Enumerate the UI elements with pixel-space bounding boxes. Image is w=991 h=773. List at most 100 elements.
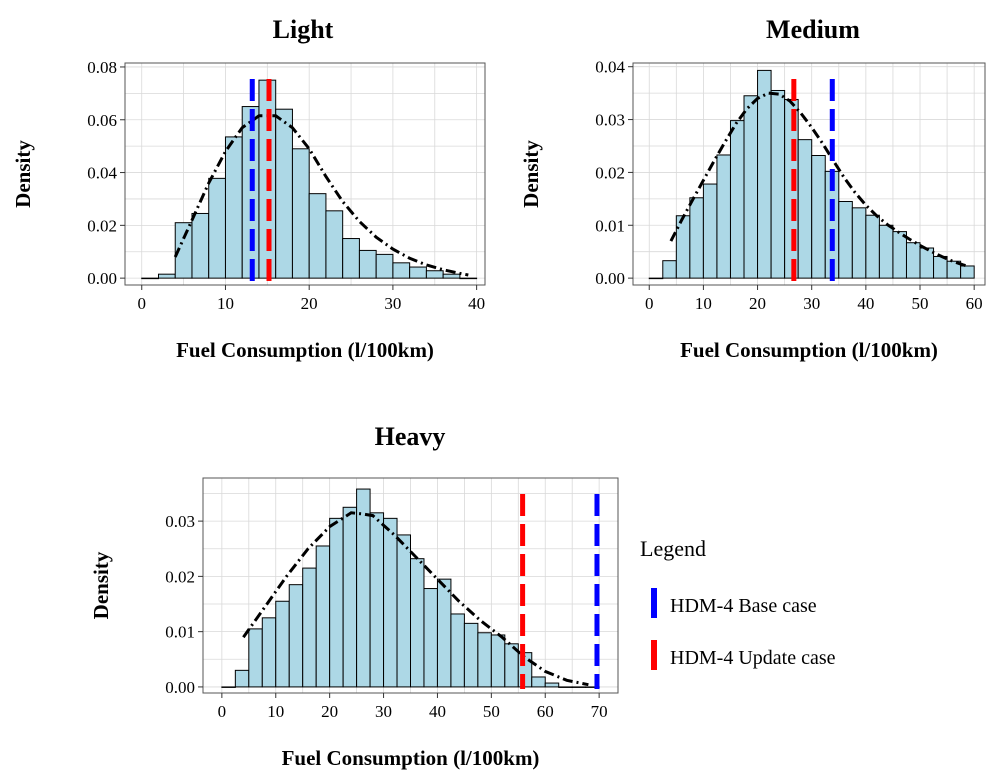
medium-panel: 0 10 20 30 40 50 60 0.00 0.01 0.02 0.03 0.04 Medium F… [519, 15, 986, 362]
medium-bars [648, 69, 975, 280]
medium-x-tick-label: 30 [803, 294, 820, 313]
legend: Legend HDM-4 Base case HDM-4 Update case [640, 536, 836, 670]
heavy-x-axis-label: Fuel Consumption (l/100km) [282, 746, 540, 770]
medium-histogram-bar [811, 155, 826, 279]
medium-histogram-bar [892, 231, 907, 279]
heavy-histogram-bar [342, 506, 358, 688]
light-histogram-bar [224, 136, 243, 279]
medium-y-tick-label: 0.04 [595, 58, 625, 77]
heavy-panel: 0 10 20 30 40 50 60 70 0.00 0.01 0.02 0.03 Heavy Fuel… [89, 422, 619, 770]
heavy-histogram-bar [329, 517, 344, 688]
medium-x-tick-label: 20 [749, 294, 766, 313]
heavy-x-tick-label: 0 [218, 702, 227, 721]
light-histogram-bar [375, 253, 394, 279]
medium-y-tick-label: 0.01 [595, 216, 625, 235]
light-x-tick-label: 30 [384, 294, 401, 313]
light-histogram-bar [275, 108, 293, 279]
heavy-histogram-bar [302, 567, 317, 688]
heavy-histogram-bar [463, 622, 479, 688]
legend-swatch-base [651, 588, 657, 618]
heavy-histogram-bar [288, 584, 304, 688]
heavy-histogram-bar [396, 534, 411, 688]
light-histogram-bar [141, 277, 159, 280]
medium-histogram-bar [689, 197, 704, 279]
light-y-tick-label: 0.06 [87, 111, 117, 130]
medium-histogram-bar [662, 260, 677, 279]
light-x-tick-label: 0 [137, 294, 146, 313]
heavy-histogram-bar [571, 686, 587, 688]
medium-histogram-bar [865, 214, 880, 279]
heavy-y-tick-label: 0.03 [165, 512, 195, 531]
medium-x-tick-label: 10 [695, 294, 712, 313]
heavy-histogram-bar [248, 628, 263, 688]
heavy-density-curve [242, 511, 589, 687]
medium-histogram-bar [933, 255, 948, 279]
heavy-histogram-bar [490, 634, 506, 688]
medium-histogram-bar [757, 69, 772, 279]
heavy-histogram-bar [544, 682, 560, 688]
medium-histogram-bar [743, 95, 759, 279]
heavy-x-tick-label: 40 [429, 702, 446, 721]
medium-title: Medium [766, 15, 860, 44]
medium-panel-border [632, 62, 986, 286]
light-histogram-bar [392, 262, 411, 279]
light-title: Light [273, 15, 334, 44]
heavy-histogram-bar [356, 488, 371, 688]
heavy-y-tick-label: 0.01 [165, 623, 195, 642]
heavy-histogram-bar [315, 545, 331, 688]
light-bars [141, 79, 478, 280]
light-histogram-bar [459, 277, 478, 280]
medium-y-axis-label: Density [519, 140, 543, 208]
medium-x-tick-label: 0 [645, 294, 654, 313]
light-y-tick-label: 0.04 [87, 164, 117, 183]
light-y-tick-label: 0.08 [87, 58, 117, 77]
medium-y-tick-label: 0.03 [595, 111, 625, 130]
medium-histogram-bar [648, 277, 664, 280]
heavy-histogram-bar [221, 686, 236, 688]
medium-histogram-bar [878, 224, 894, 279]
heavy-panel-border [202, 477, 619, 694]
heavy-histogram-bar [261, 617, 277, 688]
light-x-tick-label: 20 [301, 294, 318, 313]
heavy-histogram-bar [383, 517, 398, 688]
light-histogram-bar [241, 106, 260, 279]
light-y-axis-label: Density [11, 140, 35, 208]
heavy-x-tick-label: 50 [483, 702, 500, 721]
heavy-histogram-bar [275, 600, 290, 688]
medium-density-curve [669, 91, 970, 268]
medium-histogram-bar [702, 183, 718, 279]
medium-y-tick-label: 0.00 [595, 269, 625, 288]
medium-histogram-bar [770, 89, 786, 279]
legend-swatch-update [651, 640, 657, 670]
light-x-tick-label: 40 [468, 294, 485, 313]
heavy-x-tick-label: 60 [537, 702, 554, 721]
light-y-tick-label: 0.00 [87, 269, 117, 288]
light-histogram-bar [191, 212, 210, 279]
medium-histogram-bar [905, 242, 921, 279]
heavy-histogram-bar [234, 669, 250, 688]
heavy-y-axis-label: Density [89, 551, 113, 619]
light-histogram-bar [409, 266, 427, 279]
medium-histogram-bar [851, 207, 867, 279]
heavy-bars [221, 488, 600, 688]
heavy-x-tick-label: 10 [267, 702, 284, 721]
legend-label-base: HDM-4 Base case [670, 595, 817, 617]
light-histogram-bar [291, 148, 310, 279]
heavy-title: Heavy [375, 422, 446, 451]
heavy-histogram-bar [436, 578, 452, 688]
heavy-histogram-bar [410, 558, 425, 688]
medium-histogram-bar [960, 265, 975, 279]
light-histogram-bar [308, 193, 327, 279]
medium-histogram-bar [838, 200, 853, 279]
medium-x-axis-label: Fuel Consumption (l/100km) [680, 338, 938, 362]
heavy-histogram-bar [558, 686, 573, 688]
light-density-curve [173, 114, 469, 277]
heavy-x-tick-label: 20 [321, 702, 338, 721]
light-histogram-bar [157, 273, 176, 279]
medium-y-tick-label: 0.02 [595, 163, 625, 182]
heavy-histogram-bar [369, 512, 385, 688]
light-y-tick-label: 0.02 [87, 216, 117, 235]
heavy-x-tick-label: 30 [375, 702, 392, 721]
medium-x-tick-label: 40 [857, 294, 874, 313]
